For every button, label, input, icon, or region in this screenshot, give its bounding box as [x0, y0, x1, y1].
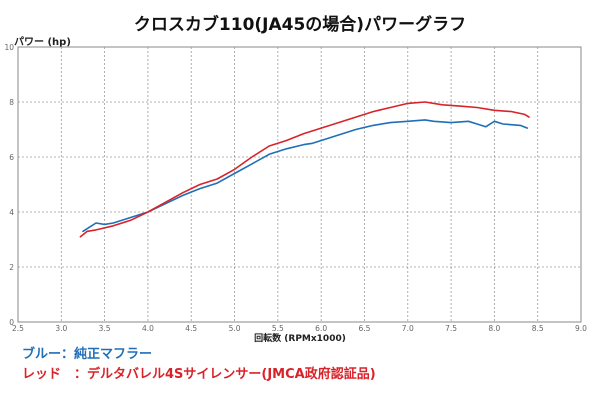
- x-tick-label: 5.0: [229, 324, 241, 333]
- y-tick-label: 4: [9, 208, 14, 217]
- x-axis-label: 回転数 (RPMx1000): [254, 334, 346, 344]
- series-lines: [79, 101, 530, 238]
- y-tick-label: 2: [9, 263, 14, 272]
- x-tick-label: 7.0: [402, 324, 414, 333]
- legend-stock-muffler: ブルー：純正マフラー: [22, 347, 153, 362]
- tick-labels: 2.5 3.0 3.5 4.0 4.5 5.0 5.5 6.0 6.5 7.0 7.5 8.0 8.5 9…: [4, 43, 587, 333]
- x-tick-label: 4.0: [142, 324, 154, 333]
- grid: [18, 47, 581, 322]
- y-tick-label: 0: [9, 318, 14, 327]
- series-line-stock: [82, 119, 529, 233]
- x-tick-label: 7.5: [445, 324, 457, 333]
- x-tick-label: 2.5: [12, 324, 24, 333]
- x-tick-label: 3.5: [99, 324, 111, 333]
- legend-delta-barrel-silencer: レッド ：デルタバレル4Sサイレンサー(JMCA政府認証品): [22, 367, 376, 382]
- y-tick-label: 8: [9, 98, 14, 107]
- series-line-delta-barrel: [79, 101, 530, 238]
- x-tick-label: 6.5: [358, 324, 370, 333]
- x-tick-label: 3.0: [55, 324, 67, 333]
- x-tick-label: 9.0: [575, 324, 587, 333]
- x-tick-label: 8.0: [488, 324, 500, 333]
- x-tick-label: 8.5: [532, 324, 544, 333]
- x-tick-label: 4.5: [185, 324, 197, 333]
- chart-title: クロスカブ110(JA45の場合)パワーグラフ: [133, 15, 467, 35]
- plot-area: [17, 46, 582, 323]
- x-tick-label: 5.5: [272, 324, 284, 333]
- x-tick-label: 6.0: [315, 324, 327, 333]
- y-axis-label: パワー (hp): [14, 37, 71, 48]
- y-tick-label: 6: [9, 153, 14, 162]
- y-tick-label: 10: [4, 43, 14, 52]
